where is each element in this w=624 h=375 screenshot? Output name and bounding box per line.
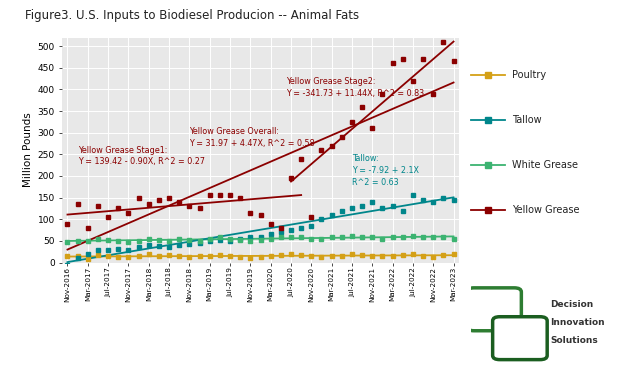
Text: Tallow:
Y = -7.92 + 2.1X
R^2 = 0.63: Tallow: Y = -7.92 + 2.1X R^2 = 0.63	[352, 154, 419, 187]
Text: Innovation: Innovation	[550, 318, 605, 327]
Text: Yellow Grease Stage2:
Y = -341.73 + 11.44X, R^2 = 0.83: Yellow Grease Stage2: Y = -341.73 + 11.4…	[286, 77, 424, 98]
Text: Yellow Grease Overall:
Y = 31.97 + 4.47X, R^2 = 0.58: Yellow Grease Overall: Y = 31.97 + 4.47X…	[190, 127, 315, 148]
Text: Figure3. U.S. Inputs to Biodiesel Producion -- Animal Fats: Figure3. U.S. Inputs to Biodiesel Produc…	[25, 9, 359, 22]
Text: Yellow Grease Stage1:
Y = 139.42 - 0.90X, R^2 = 0.27: Yellow Grease Stage1: Y = 139.42 - 0.90X…	[77, 146, 205, 166]
Text: Poultry: Poultry	[512, 70, 546, 80]
Text: Tallow: Tallow	[512, 115, 541, 125]
FancyBboxPatch shape	[493, 317, 547, 360]
Text: Yellow Grease: Yellow Grease	[512, 205, 579, 215]
Text: Solutions: Solutions	[550, 336, 598, 345]
FancyBboxPatch shape	[467, 288, 521, 331]
Text: Decision: Decision	[550, 300, 593, 309]
Y-axis label: Million Pounds: Million Pounds	[23, 112, 33, 188]
Text: White Grease: White Grease	[512, 160, 578, 170]
